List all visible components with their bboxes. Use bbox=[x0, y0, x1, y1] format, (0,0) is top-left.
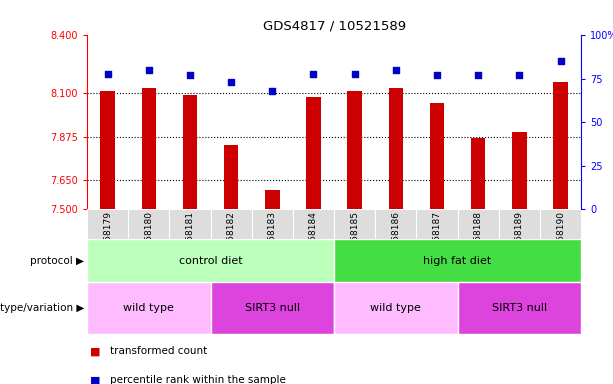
Bar bbox=[183, 95, 197, 209]
Bar bbox=[334, 209, 375, 239]
Bar bbox=[512, 132, 527, 209]
Point bbox=[473, 72, 483, 78]
Text: transformed count: transformed count bbox=[110, 346, 208, 356]
Point bbox=[267, 88, 277, 94]
Point bbox=[555, 58, 565, 65]
Bar bbox=[211, 209, 252, 239]
Text: percentile rank within the sample: percentile rank within the sample bbox=[110, 375, 286, 384]
Text: GSM758187: GSM758187 bbox=[433, 211, 441, 266]
Bar bbox=[169, 209, 211, 239]
Text: GSM758189: GSM758189 bbox=[515, 211, 524, 266]
Text: ■: ■ bbox=[90, 346, 101, 356]
Text: GSM758180: GSM758180 bbox=[144, 211, 153, 266]
Text: GSM758188: GSM758188 bbox=[474, 211, 482, 266]
Bar bbox=[128, 209, 169, 239]
Bar bbox=[457, 282, 581, 334]
Text: GSM758190: GSM758190 bbox=[556, 211, 565, 266]
Bar bbox=[101, 91, 115, 209]
Point bbox=[391, 67, 401, 73]
Text: SIRT3 null: SIRT3 null bbox=[492, 303, 547, 313]
Bar bbox=[540, 209, 581, 239]
Bar bbox=[499, 209, 540, 239]
Text: GSM758182: GSM758182 bbox=[227, 211, 235, 266]
Text: control diet: control diet bbox=[179, 255, 242, 266]
Bar bbox=[87, 209, 128, 239]
Text: high fat diet: high fat diet bbox=[424, 255, 492, 266]
Bar bbox=[252, 209, 293, 239]
Text: wild type: wild type bbox=[123, 303, 174, 313]
Bar bbox=[265, 190, 280, 209]
Point bbox=[185, 72, 195, 78]
Bar bbox=[334, 282, 457, 334]
Text: genotype/variation ▶: genotype/variation ▶ bbox=[0, 303, 84, 313]
Bar bbox=[471, 138, 485, 209]
Bar bbox=[457, 209, 499, 239]
Bar bbox=[430, 103, 444, 209]
Title: GDS4817 / 10521589: GDS4817 / 10521589 bbox=[262, 20, 406, 33]
Point bbox=[144, 67, 154, 73]
Point bbox=[103, 71, 113, 77]
Text: GSM758185: GSM758185 bbox=[350, 211, 359, 266]
Bar bbox=[348, 91, 362, 209]
Bar bbox=[142, 88, 156, 209]
Bar bbox=[87, 239, 334, 282]
Point bbox=[226, 79, 236, 85]
Bar bbox=[334, 239, 581, 282]
Text: GSM758183: GSM758183 bbox=[268, 211, 277, 266]
Bar bbox=[306, 97, 321, 209]
Bar bbox=[416, 209, 457, 239]
Bar bbox=[389, 88, 403, 209]
Text: ■: ■ bbox=[90, 375, 101, 384]
Point bbox=[432, 72, 442, 78]
Bar bbox=[224, 146, 238, 209]
Bar bbox=[87, 282, 211, 334]
Text: GSM758186: GSM758186 bbox=[391, 211, 400, 266]
Bar bbox=[554, 82, 568, 209]
Text: GSM758184: GSM758184 bbox=[309, 211, 318, 266]
Text: wild type: wild type bbox=[370, 303, 421, 313]
Text: GSM758181: GSM758181 bbox=[186, 211, 194, 266]
Text: GSM758179: GSM758179 bbox=[103, 211, 112, 266]
Text: SIRT3 null: SIRT3 null bbox=[245, 303, 300, 313]
Point bbox=[514, 72, 524, 78]
Bar bbox=[211, 282, 334, 334]
Text: protocol ▶: protocol ▶ bbox=[30, 255, 84, 266]
Bar bbox=[375, 209, 416, 239]
Point bbox=[350, 71, 360, 77]
Bar bbox=[293, 209, 334, 239]
Point bbox=[308, 71, 318, 77]
